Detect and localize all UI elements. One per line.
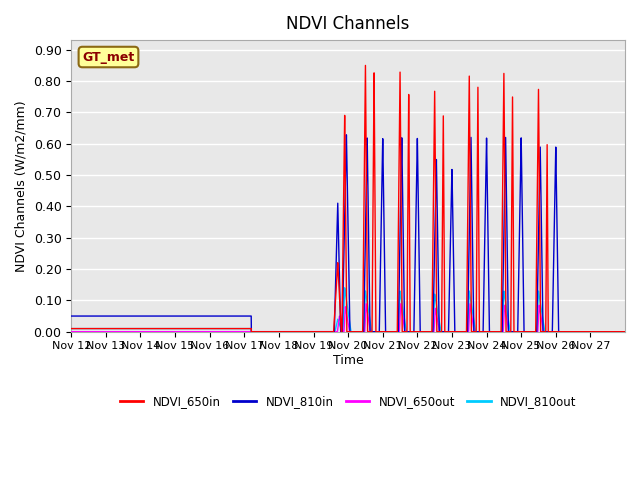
X-axis label: Time: Time [333, 354, 364, 367]
Y-axis label: NDVI Channels (W/m2/mm): NDVI Channels (W/m2/mm) [15, 100, 28, 272]
Title: NDVI Channels: NDVI Channels [287, 15, 410, 33]
Text: GT_met: GT_met [83, 50, 134, 63]
Legend: NDVI_650in, NDVI_810in, NDVI_650out, NDVI_810out: NDVI_650in, NDVI_810in, NDVI_650out, NDV… [115, 390, 581, 413]
